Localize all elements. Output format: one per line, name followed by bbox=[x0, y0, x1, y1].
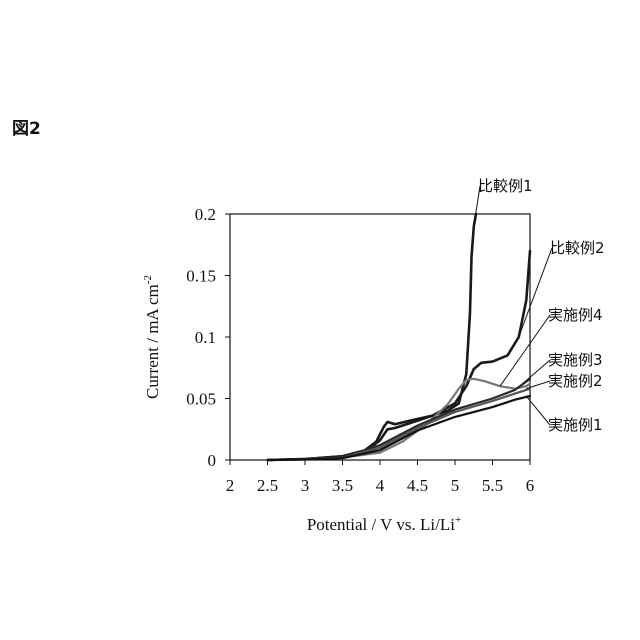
series-line-3 bbox=[268, 379, 531, 460]
x-tick-label: 4 bbox=[376, 476, 385, 495]
series-label-5: 実施例2 bbox=[548, 372, 603, 390]
series-label-2: 比較例2 bbox=[550, 239, 605, 257]
y-tick-label: 0 bbox=[208, 451, 217, 470]
y-tick-label: 0.15 bbox=[186, 267, 216, 286]
leader-line bbox=[523, 360, 551, 384]
x-tick-label: 3.5 bbox=[332, 476, 353, 495]
series-lines bbox=[268, 214, 531, 460]
x-tick-label: 6 bbox=[526, 476, 535, 495]
x-tick-label: 5.5 bbox=[482, 476, 503, 495]
series-label-3: 実施例4 bbox=[548, 306, 603, 324]
y-tick-label: 0.05 bbox=[186, 390, 216, 409]
series-label-4: 実施例3 bbox=[548, 351, 603, 369]
series-line-4 bbox=[268, 379, 531, 460]
y-tick-label: 0.2 bbox=[195, 205, 216, 224]
y-axis-title: Current / mA cm-2 bbox=[142, 275, 162, 399]
x-tick-label: 5 bbox=[451, 476, 460, 495]
y-tick-label: 0.1 bbox=[195, 328, 216, 347]
x-tick-label: 2 bbox=[226, 476, 235, 495]
leader-line bbox=[519, 248, 552, 337]
plot-frame bbox=[230, 214, 530, 460]
series-line-1 bbox=[268, 214, 477, 460]
x-tick-label: 3 bbox=[301, 476, 310, 495]
leader-line bbox=[500, 315, 550, 386]
x-tick-label: 4.5 bbox=[407, 476, 428, 495]
x-axis-title: Potential / V vs. Li/Li+ bbox=[307, 514, 461, 534]
series-label-1: 比較例1 bbox=[478, 177, 533, 195]
series-labels: 比較例1 比較例2 実施例4 実施例3 実施例2 実施例1 bbox=[478, 177, 605, 434]
series-label-6: 実施例1 bbox=[548, 416, 603, 434]
x-tick-label: 2.5 bbox=[257, 476, 278, 495]
series-line-2 bbox=[268, 251, 531, 460]
